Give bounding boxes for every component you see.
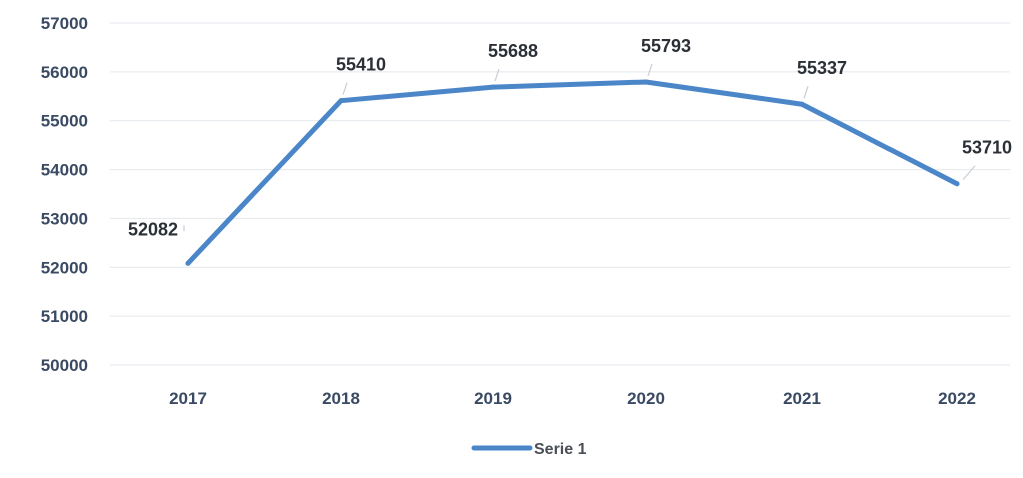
- x-tick-label: 2019: [474, 389, 512, 408]
- data-point: [338, 98, 344, 104]
- data-label-leader: [647, 63, 653, 77]
- y-tick-label: 55000: [41, 112, 88, 131]
- data-label: 55337: [797, 58, 847, 78]
- data-point: [643, 79, 649, 85]
- data-point: [799, 101, 805, 107]
- y-tick-label: 50000: [41, 356, 88, 375]
- data-label: 55688: [488, 41, 538, 61]
- data-label-leader: [962, 165, 976, 181]
- x-tick-label: 2018: [322, 389, 360, 408]
- y-tick-label: 52000: [41, 258, 88, 277]
- y-tick-label: 54000: [41, 161, 88, 180]
- data-point: [185, 260, 191, 266]
- y-tick-label: 51000: [41, 307, 88, 326]
- y-tick-label: 56000: [41, 63, 88, 82]
- data-label: 52082: [128, 219, 178, 239]
- data-point: [490, 84, 496, 90]
- x-tick-label: 2021: [783, 389, 821, 408]
- x-tick-label: 2020: [627, 389, 665, 408]
- x-axis: 2017 2018 2019 2020 2021 2022: [169, 389, 976, 408]
- data-point: [954, 181, 960, 187]
- legend-label-serie-1: Serie 1: [534, 441, 587, 458]
- data-label-leader: [803, 86, 809, 99]
- x-tick-label: 2022: [938, 389, 976, 408]
- gridlines: [110, 22, 1010, 366]
- data-label: 55410: [336, 55, 386, 75]
- data-label: 55793: [641, 36, 691, 56]
- x-tick-label: 2017: [169, 389, 207, 408]
- y-axis: 50000 51000 52000 53000 54000 55000 56000 57000: [41, 14, 88, 375]
- data-labels: 52082 55410 55688 55793 55337 53710: [128, 36, 1012, 239]
- y-tick-label: 57000: [41, 14, 88, 33]
- y-tick-label: 53000: [41, 209, 88, 228]
- data-label: 53710: [962, 138, 1012, 158]
- series-line-serie-1: [185, 79, 960, 266]
- series-layer: [185, 79, 960, 266]
- legend: Serie 1: [471, 441, 587, 458]
- data-label-leader: [494, 68, 500, 82]
- data-label-leader: [342, 82, 348, 95]
